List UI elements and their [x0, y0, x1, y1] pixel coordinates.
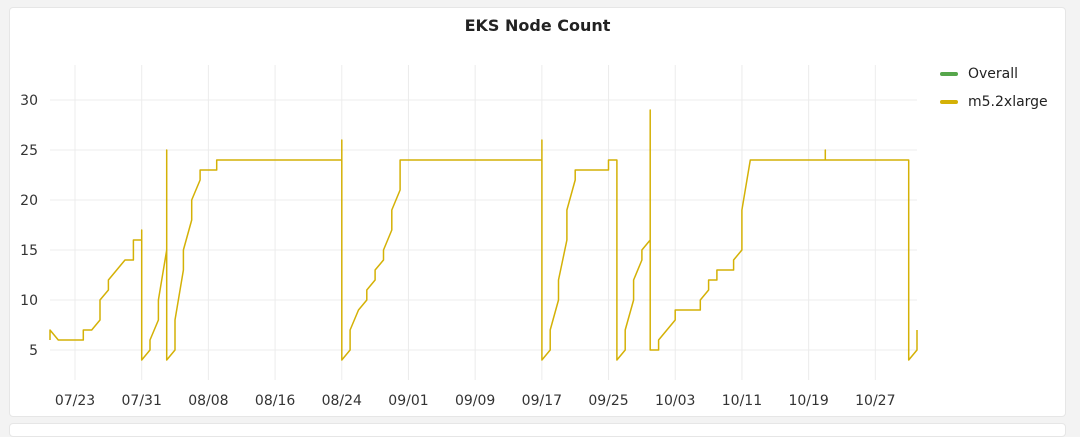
- legend-item[interactable]: m5.2xlarge: [940, 88, 1048, 116]
- legend-label: m5.2xlarge: [968, 94, 1048, 110]
- x-tick-label: 07/23: [55, 393, 95, 409]
- legend-label: Overall: [968, 66, 1019, 82]
- legend-item[interactable]: Overall: [940, 60, 1048, 88]
- y-tick-label: 15: [20, 243, 38, 259]
- y-tick-label: 10: [20, 293, 38, 309]
- y-tick-label: 20: [20, 193, 38, 209]
- line-chart: 5 10 15 20 25 30 07/23 07/31 08/08 08/16 08/24 09/0…: [20, 65, 918, 409]
- series-line-m5-2xlarge: [49, 109, 918, 361]
- x-tick-label: 10/03: [655, 393, 695, 409]
- x-tick-label: 07/31: [122, 393, 162, 409]
- x-tick-label: 08/24: [322, 393, 362, 409]
- x-tick-label: 08/08: [188, 393, 228, 409]
- legend: Overall m5.2xlarge: [940, 60, 1048, 116]
- x-tick-label: 09/25: [588, 393, 628, 409]
- legend-swatch: [940, 72, 958, 76]
- legend-swatch: [940, 100, 958, 104]
- x-tick-label: 10/11: [722, 393, 762, 409]
- x-tick-label: 08/16: [255, 393, 295, 409]
- x-tick-label: 09/09: [455, 393, 495, 409]
- chart-panel: EKS Node Count 5 10 15 20 25 30 07/23 07/31 08/0…: [9, 7, 1066, 417]
- chart-title: EKS Node Count: [464, 16, 611, 35]
- x-tick-label: 09/17: [522, 393, 562, 409]
- y-tick-label: 5: [29, 343, 38, 359]
- y-tick-label: 25: [20, 143, 38, 159]
- y-tick-label: 30: [20, 93, 38, 109]
- x-tick-label: 10/27: [855, 393, 895, 409]
- x-tick-label: 09/01: [388, 393, 428, 409]
- next-panel-edge: [9, 423, 1066, 437]
- x-tick-label: 10/19: [788, 393, 828, 409]
